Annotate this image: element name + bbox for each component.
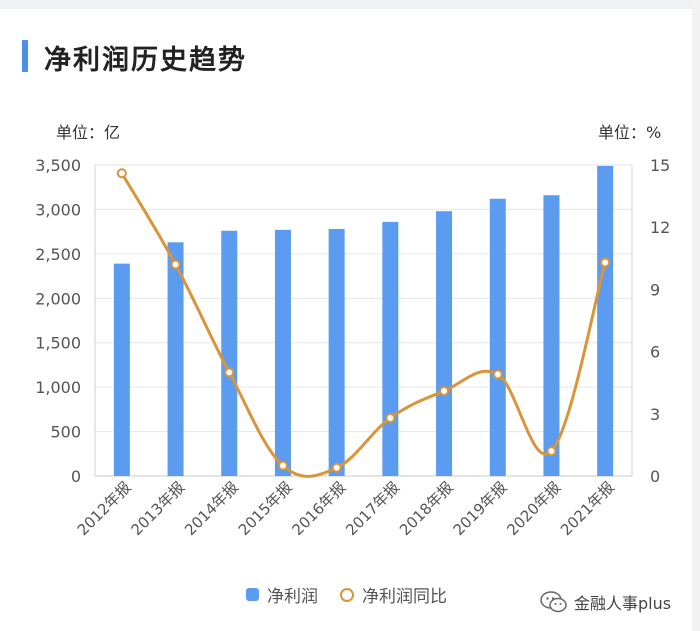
wechat-icon xyxy=(540,591,567,613)
top-strip xyxy=(0,0,700,9)
x-tick-label: 2016年报 xyxy=(289,478,350,539)
chart-title: 净利润历史趋势 xyxy=(44,45,247,76)
left-tick-label: 2,500 xyxy=(35,245,81,264)
right-tick-label: 3 xyxy=(650,405,660,424)
right-tick-label: 15 xyxy=(650,156,670,175)
line-point xyxy=(170,259,181,270)
legend-line-swatch xyxy=(340,587,354,602)
legend-item-yoy[interactable]: 净利润同比 xyxy=(340,582,447,607)
bar xyxy=(274,229,291,476)
right-tick-label: 12 xyxy=(650,218,670,237)
left-tick-label: 3,000 xyxy=(35,200,81,219)
bar xyxy=(597,165,614,477)
left-tick-label: 2,000 xyxy=(35,289,81,308)
bar xyxy=(221,230,238,476)
bar xyxy=(328,228,345,476)
legend: 净利润 净利润同比 xyxy=(0,582,700,607)
bar xyxy=(489,198,506,476)
line-point xyxy=(277,460,288,471)
bar xyxy=(382,221,399,476)
right-edge xyxy=(692,0,700,631)
x-tick-label: 2017年报 xyxy=(342,478,403,539)
legend-label-net-profit: 净利润 xyxy=(267,587,318,607)
x-tick-label: 2014年报 xyxy=(181,478,242,539)
line-point xyxy=(385,412,396,423)
x-tick-label: 2013年报 xyxy=(127,478,188,539)
legend-item-net-profit[interactable]: 净利润 xyxy=(246,582,318,607)
line-point xyxy=(600,257,611,268)
left-tick-label: 3,500 xyxy=(35,156,81,175)
left-tick-label: 1,500 xyxy=(35,334,81,353)
x-tick-label: 2015年报 xyxy=(235,478,296,539)
x-tick-label: 2018年报 xyxy=(396,478,457,539)
right-tick-label: 6 xyxy=(650,343,660,362)
left-tick-label: 500 xyxy=(50,423,81,442)
line-point xyxy=(224,367,235,378)
x-tick-label: 2021年报 xyxy=(557,478,618,539)
left-tick-label: 0 xyxy=(71,467,81,486)
legend-label-yoy: 净利润同比 xyxy=(362,587,447,607)
line-point xyxy=(331,462,342,473)
bar xyxy=(113,263,130,476)
x-tick-label: 2020年报 xyxy=(503,478,564,539)
right-tick-label: 0 xyxy=(650,467,660,486)
bar xyxy=(436,211,453,476)
watermark: 金融人事plus xyxy=(540,590,671,614)
legend-bar-swatch xyxy=(246,588,259,601)
left-axis-unit: 单位：亿 xyxy=(56,123,121,142)
title-accent-bar xyxy=(22,40,28,72)
x-tick-label: 2019年报 xyxy=(450,478,511,539)
watermark-text: 金融人事plus xyxy=(574,594,672,613)
right-tick-label: 9 xyxy=(650,280,660,299)
line-point xyxy=(116,168,127,179)
left-tick-label: 1,000 xyxy=(35,378,81,397)
series-line-yoy xyxy=(120,172,607,478)
right-axis-unit: 单位：% xyxy=(598,123,662,142)
bar xyxy=(167,242,184,476)
bar xyxy=(543,195,560,476)
line-point xyxy=(492,369,503,380)
line-point xyxy=(439,385,450,396)
line-point xyxy=(546,446,557,457)
x-tick-label: 2012年报 xyxy=(74,478,135,539)
